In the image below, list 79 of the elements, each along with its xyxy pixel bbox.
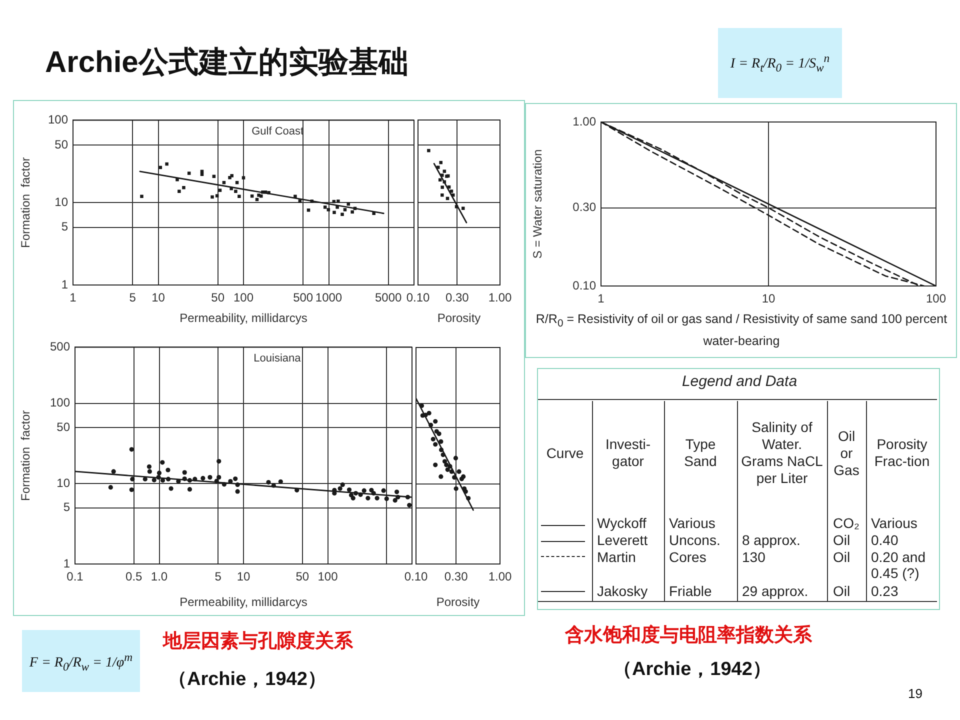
x-tick-label: 1.0 [150,570,168,584]
text: 含水饱和度与电阻率指数关系 [565,624,812,648]
text: 地层因素与孔隙度关系 [163,630,353,654]
y-tick-label: 0.30 [572,200,596,214]
annotation: Gulf Coast [252,126,304,138]
text: Investi-gator [604,436,652,470]
text: 0.20 and 0.45 (?) [871,549,926,581]
x-tick-label: 50 [296,570,310,584]
x-tick-label: 500 [293,290,314,305]
text: Oil or Gas [832,428,860,478]
text: CO₂ [833,515,860,531]
x-tick-label: 0.5 [126,570,143,584]
text: Oil [833,549,852,565]
y-tick-label: 500 [50,340,70,354]
text: Uncons. [669,532,722,548]
annotation: Louisiana [254,352,302,365]
text: 0.40 [871,532,900,548]
text: 0.23 [871,583,900,599]
x-tick-label: 10 [236,570,250,584]
text: Leverett [597,532,649,548]
text: Salinity of Water. Grams NaCL per Liter [741,419,823,487]
x-tick-label: 0.30 [444,570,468,584]
text: Various [871,515,918,531]
x-tick-label: 1.00 [488,570,512,584]
text: Type Sand [683,436,718,470]
x-axis-title: Permeability, millidarcys [180,595,308,610]
y-tick-label: 50 [56,420,70,434]
y-tick-label: 1 [61,277,68,292]
x-tick-label: 1.00 [488,290,512,305]
x-tick-label: 5 [214,570,222,584]
x-tick-label: 10 [152,290,166,305]
y-axis-title: S = Water saturation [530,149,545,259]
x-tick-label: 5 [129,290,136,305]
x-tick-label: 100 [318,570,338,584]
y-tick-label: 5 [63,500,70,514]
x-tick-label: 10 [762,292,776,306]
x-tick-label: 5000 [374,290,402,305]
x-tick-label: 50 [211,290,225,305]
y-tick-label: 1 [63,556,70,570]
x-axis-title: Porosity [437,311,481,326]
text: Martin [597,549,637,565]
text: 19 [908,686,922,701]
y-tick-label: 10 [54,194,68,209]
text: Curve [546,444,584,462]
text: F = R$_{0}$/R$_{w}$ = 1/φ$^{m}$ [28,651,134,674]
x-axis-title: Permeability, millidarcys [180,311,308,326]
text: Cores [669,549,708,565]
x-axis-title: Porosity [436,595,480,610]
text: Legend and Data [680,373,798,390]
text: Wyckoff [597,515,648,531]
y-tick-label: 10 [56,476,70,490]
text: （Archie，1942） [168,668,326,692]
text: Archie公式建立的实验基础 [45,45,408,81]
y-tick-label: 5 [61,220,68,234]
x-axis-title: R/R$_{0}$ = Resistivity of oil or gas sand / Resistivity of same sand 100 percent water-bearing [534,311,948,348]
text: Jakosky [597,583,649,599]
text: Various [669,515,716,531]
y-tick-label: 0.10 [572,278,596,292]
y-tick-label: 1.00 [572,114,596,128]
x-tick-label: 1000 [315,290,342,305]
text: Oil [833,583,852,599]
text: 130 [742,549,766,565]
x-tick-label: 100 [926,292,946,306]
x-tick-label: 0.10 [404,570,428,584]
y-tick-label: 100 [48,112,68,127]
y-axis-title: Formation factor [18,157,33,248]
text: Porosity Frac-tion [873,436,931,470]
x-tick-label: 0.1 [66,570,84,584]
text: Friable [669,583,713,599]
text: （Archie，1942） [613,658,772,682]
text: 29 approx. [742,583,810,599]
y-tick-label: 50 [54,137,68,152]
y-axis-title: Formation factor [18,410,33,501]
text: 8 approx. [742,532,802,548]
x-tick-label: 100 [233,290,254,305]
y-tick-label: 100 [50,396,70,410]
x-tick-label: 0.30 [445,290,470,305]
text: Oil [833,532,852,548]
x-tick-label: 0.10 [406,290,430,305]
